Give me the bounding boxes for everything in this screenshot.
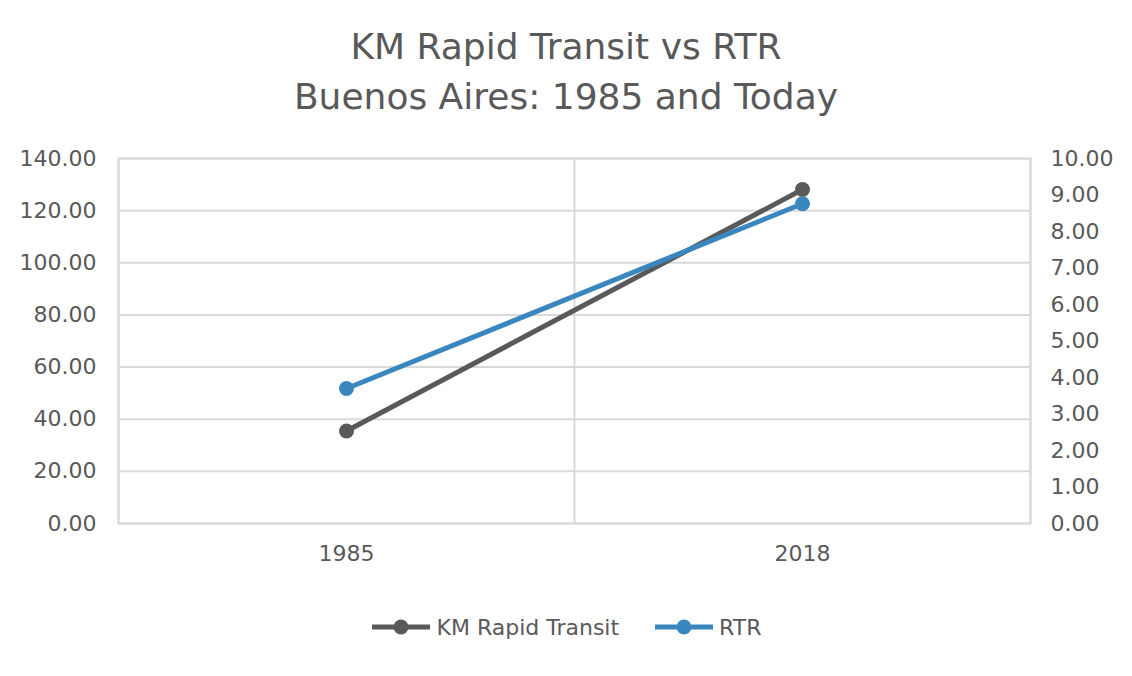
html-text:RTR: RTR (719, 614, 762, 640)
svg-text:60.00: 60.00 (34, 354, 97, 379)
svg-text:140.00: 140.00 (20, 146, 97, 171)
svg-text:80.00: 80.00 (34, 302, 97, 327)
svg-text:40.00: 40.00 (34, 406, 97, 431)
svg-text:120.00: 120.00 (20, 198, 97, 223)
svg-text:7.00: 7.00 (1051, 255, 1100, 280)
svg-text:6.00: 6.00 (1051, 292, 1100, 317)
svg-text:4.00: 4.00 (1051, 365, 1100, 390)
svg-text:9.00: 9.00 (1051, 182, 1100, 207)
svg-text:2018: 2018 (775, 541, 831, 566)
svg-text:1985: 1985 (319, 541, 375, 566)
html-text:KM Rapid Transit: KM Rapid Transit (436, 614, 620, 640)
svg-text:2.00: 2.00 (1051, 438, 1100, 463)
svg-text:8.00: 8.00 (1051, 219, 1100, 244)
svg-text:5.00: 5.00 (1051, 328, 1100, 353)
svg-text:0.00: 0.00 (1051, 511, 1100, 536)
svg-text:100.00: 100.00 (20, 250, 97, 275)
html-text:Buenos Aires: 1985 and Today: Buenos Aires: 1985 and Today (293, 76, 839, 117)
svg-text:3.00: 3.00 (1051, 401, 1100, 426)
svg-text:20.00: 20.00 (34, 458, 97, 483)
html-text:KM Rapid Transit vs RTR: KM Rapid Transit vs RTR (350, 26, 782, 67)
svg-text:1.00: 1.00 (1051, 474, 1100, 499)
svg-text:0.00: 0.00 (48, 511, 97, 536)
svg-text:10.00: 10.00 (1051, 146, 1114, 171)
